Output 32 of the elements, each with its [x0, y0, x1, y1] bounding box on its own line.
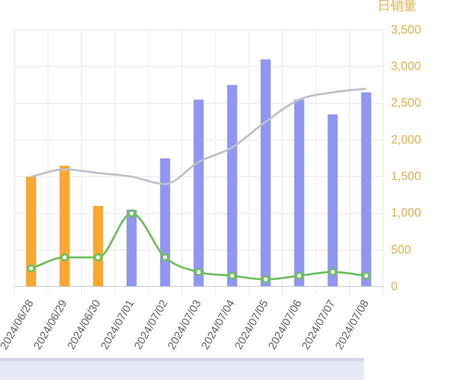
- point: [295, 272, 304, 280]
- bar: [328, 114, 338, 286]
- point: [362, 272, 370, 280]
- y-tick-label: 1,000: [390, 206, 422, 220]
- point: [161, 253, 170, 262]
- y-tick-label: 2,000: [390, 132, 422, 146]
- y-axis-title: 日销量: [377, 0, 416, 14]
- bar: [160, 158, 170, 286]
- bar: [126, 210, 137, 286]
- point: [194, 268, 203, 276]
- y-tick-label: 0: [390, 279, 398, 294]
- point: [27, 264, 36, 272]
- bar: [294, 100, 304, 286]
- y-tick-label: 1,500: [390, 169, 422, 184]
- bar: [93, 206, 104, 286]
- bar: [260, 59, 271, 286]
- y-tick-label: 3,500: [390, 22, 422, 36]
- y-tick-label: 2,500: [390, 96, 422, 110]
- point: [94, 253, 102, 262]
- bar: [361, 92, 372, 286]
- y-tick-label: 3,000: [390, 58, 422, 73]
- point: [128, 209, 136, 218]
- line-series: [30, 88, 368, 186]
- point: [262, 275, 270, 284]
- point: [328, 268, 337, 276]
- y-tick-label: 500: [390, 242, 412, 256]
- point: [60, 253, 69, 262]
- bar: [60, 166, 70, 286]
- point: [228, 272, 236, 280]
- bar: [227, 85, 238, 286]
- bar: [194, 100, 204, 286]
- bar: [26, 176, 36, 286]
